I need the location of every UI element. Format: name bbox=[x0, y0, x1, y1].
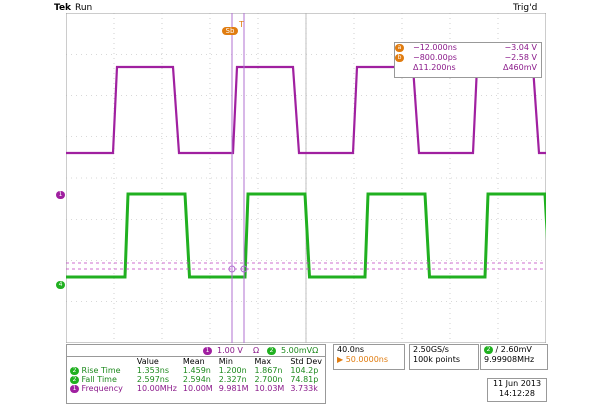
brand-label: Tek bbox=[54, 3, 72, 13]
row-channel-badge: 2 bbox=[70, 366, 79, 375]
cursor-a-time: −12.000ns bbox=[413, 43, 457, 52]
row-channel-badge: 1 bbox=[70, 384, 79, 393]
trigger-frequency: 9.99908MHz bbox=[484, 355, 535, 364]
row-min: 1.200n bbox=[218, 366, 247, 375]
cursor-readout-panel: a −12.000ns −3.04 V b −800.00ps −2.58 V … bbox=[394, 42, 542, 78]
table-row[interactable]: 2 Fall Time 2.597ns 2.594n 2.327n 2.700n… bbox=[67, 375, 325, 384]
row-name: Rise Time bbox=[81, 366, 121, 375]
timebase-panel[interactable]: 40.0ns ▶ 50.0000ns bbox=[333, 344, 405, 370]
cursor-delta-time: Δ11.200ns bbox=[413, 63, 456, 72]
time-label: 14:12:28 bbox=[499, 389, 535, 398]
trigger-level: 2.60mV bbox=[500, 345, 532, 354]
measurement-panel: Value Mean Min Max Std Dev 2 Rise Time 1… bbox=[66, 356, 326, 404]
row-max: 10.03M bbox=[254, 384, 285, 393]
row-std: 3.733k bbox=[290, 384, 318, 393]
record-length: 100k points bbox=[413, 355, 461, 364]
row-mean: 1.459n bbox=[182, 366, 211, 375]
ch2-waveform bbox=[66, 192, 546, 279]
timebase-offset: 50.0000ns bbox=[345, 355, 389, 364]
header-min: Min bbox=[218, 357, 233, 366]
row-name: Frequency bbox=[81, 384, 123, 393]
trigger-position-marker[interactable]: T bbox=[239, 20, 244, 29]
timebase-scale: 40.0ns bbox=[337, 345, 365, 354]
row-value: 2.597ns bbox=[136, 375, 170, 384]
row-min: 2.327n bbox=[218, 375, 247, 384]
trigger-delay-icon: ▶ bbox=[337, 355, 344, 364]
cursor-marker: Sb bbox=[222, 20, 238, 39]
ch2-scale[interactable]: 5.00mVΩ bbox=[281, 346, 319, 355]
date-label: 11 Jun 2013 bbox=[492, 379, 542, 388]
row-std: 74.81p bbox=[290, 375, 319, 384]
row-name: Fall Time bbox=[81, 375, 117, 384]
trigger-slope-icon: ∕ bbox=[495, 345, 499, 354]
ch1-scale[interactable]: 1.00 V bbox=[217, 346, 243, 355]
trigger-panel[interactable]: 2 ∕ 2.60mV 9.99908MHz bbox=[480, 344, 548, 370]
header-mean: Mean bbox=[182, 357, 205, 366]
ch1-coupling: Ω bbox=[253, 346, 260, 355]
timebase-offset-row: ▶ 50.0000ns bbox=[334, 355, 404, 365]
table-row[interactable]: 1 Frequency 10.00MHz 10.00M 9.981M 10.03… bbox=[67, 384, 325, 393]
header-max: Max bbox=[254, 357, 272, 366]
measurement-table: Value Mean Min Max Std Dev 2 Rise Time 1… bbox=[67, 357, 325, 393]
cursor-a-volt: −3.04 V bbox=[504, 43, 537, 52]
row-mean: 2.594n bbox=[182, 375, 211, 384]
datetime-panel: 11 Jun 2013 14:12:28 bbox=[487, 378, 547, 402]
header-label bbox=[67, 357, 134, 366]
trigger-status: Trig'd bbox=[513, 3, 538, 13]
ch1-ground-marker[interactable]: 1 bbox=[56, 184, 65, 203]
row-std: 104.2p bbox=[290, 366, 319, 375]
ch2-scale-badge: 2 bbox=[267, 346, 276, 356]
ch2-ground-marker[interactable]: 4 bbox=[56, 274, 65, 293]
header-std-dev: Std Dev bbox=[290, 357, 322, 366]
measurement-header-row: Value Mean Min Max Std Dev bbox=[67, 357, 325, 366]
cursor-delta-volt: Δ460mV bbox=[502, 63, 537, 72]
sample-rate: 2.50GS/s bbox=[413, 345, 449, 354]
table-row[interactable]: 2 Rise Time 1.353ns 1.459n 1.200n 1.867n… bbox=[67, 366, 325, 375]
row-min: 9.981M bbox=[218, 384, 249, 393]
header-value: Value bbox=[136, 357, 159, 366]
run-state: Run bbox=[75, 3, 93, 13]
cursor-a-handle[interactable] bbox=[228, 265, 236, 273]
row-value: 1.353ns bbox=[136, 366, 170, 375]
cursor-b-volt: −2.58 V bbox=[504, 53, 537, 62]
cursor-b-icon: b bbox=[395, 53, 413, 63]
row-channel-badge: 2 bbox=[70, 375, 79, 384]
ch1-scale-badge: 1 bbox=[203, 346, 212, 356]
row-mean: 10.00M bbox=[182, 384, 213, 393]
row-max: 2.700n bbox=[254, 375, 283, 384]
row-max: 1.867n bbox=[254, 366, 283, 375]
cursor-b-handle[interactable] bbox=[240, 265, 248, 273]
row-value: 10.00MHz bbox=[136, 384, 177, 393]
cursor-a-icon: a bbox=[395, 43, 413, 53]
trigger-source-badge: 2 bbox=[484, 345, 493, 354]
cursor-b-time: −800.00ps bbox=[413, 53, 457, 62]
acquisition-panel[interactable]: 2.50GS/s 100k points bbox=[409, 344, 479, 370]
